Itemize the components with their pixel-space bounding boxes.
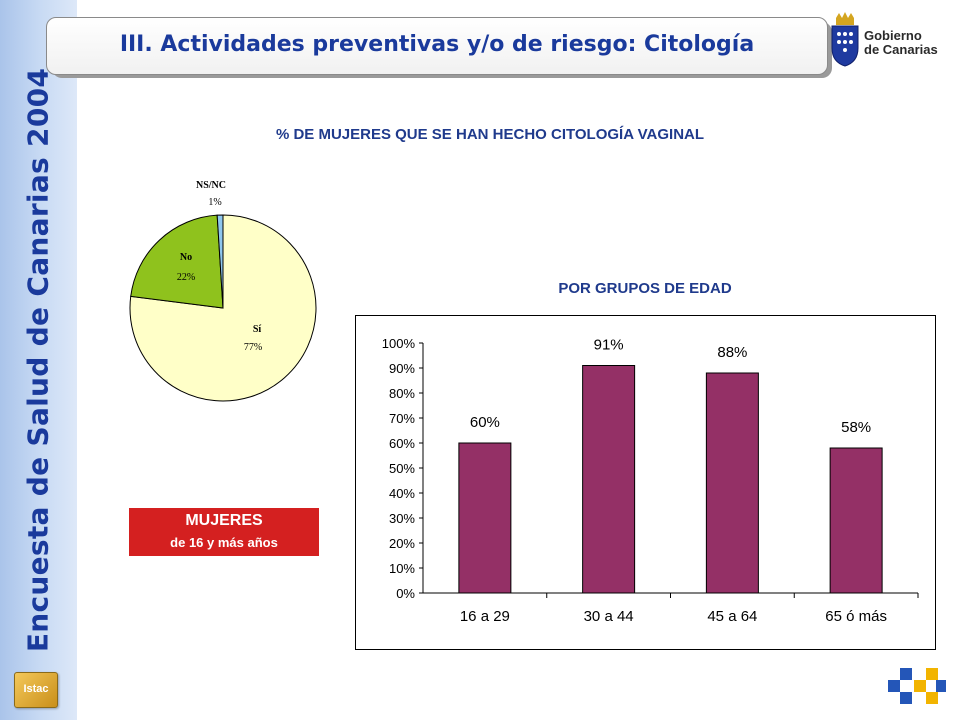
y-tick-label: 0% [396, 586, 415, 601]
x-tick-label: 16 a 29 [460, 608, 510, 625]
badge-title: MUJERES [185, 512, 263, 529]
y-tick-label: 60% [389, 436, 415, 451]
x-tick-label: 65 ó más [825, 608, 887, 625]
x-tick-label: 45 a 64 [707, 608, 757, 625]
logo-line1: Gobierno [864, 28, 922, 43]
bar-value-label: 60% [470, 414, 500, 431]
x-tick-label: 30 a 44 [584, 608, 634, 625]
y-tick-label: 80% [389, 386, 415, 401]
y-tick-label: 30% [389, 511, 415, 526]
y-tick-label: 20% [389, 536, 415, 551]
bar-value-label: 58% [841, 419, 871, 436]
pie-label-name: Sí [253, 324, 262, 335]
pie-label-value: 22% [177, 272, 195, 283]
bar-2 [705, 372, 759, 594]
bar-1 [582, 365, 636, 594]
y-tick-label: 70% [389, 411, 415, 426]
pie-label-value: 77% [244, 342, 262, 353]
pie-label-value: 1% [208, 197, 221, 208]
badge-subtitle: de 16 y más años [170, 535, 278, 550]
chart-main-title: % DE MUJERES QUE SE HAN HECHO CITOLOGÍA … [275, 126, 705, 143]
pie-label-name: No [180, 252, 192, 263]
gobierno-logo[interactable]: Gobierno de Canarias [828, 12, 952, 68]
health-service-logo-icon [888, 668, 946, 704]
chart-subtitle: POR GRUPOS DE EDAD [558, 280, 732, 297]
coat-of-arms-icon [831, 12, 859, 67]
target-badge: MUJERES de 16 y más años [129, 508, 319, 556]
y-tick-label: 50% [389, 461, 415, 476]
y-tick-label: 100% [382, 336, 416, 351]
page-title: III. Actividades preventivas y/o de ries… [119, 32, 755, 57]
title-box: III. Actividades preventivas y/o de ries… [46, 17, 828, 75]
y-tick-label: 90% [389, 361, 415, 376]
y-tick-label: 10% [389, 561, 415, 576]
pie-label-name: NS/NC [196, 180, 226, 191]
istac-label: Istac [23, 683, 49, 695]
side-title: Encuesta de Salud de Canarias 2004 [21, 67, 55, 653]
logo-line2: de Canarias [864, 42, 938, 57]
sidebar-band: Encuesta de Salud de Canarias 2004 Istac [0, 0, 77, 720]
bar-chart: 0% 10% 20% 30% 40% 50% 60% 70% 80% 90% 100% 60% 16 a… [355, 315, 936, 650]
bar-3 [829, 447, 883, 594]
bar-value-label: 88% [717, 344, 747, 361]
pie-slice-no [130, 214, 224, 309]
pie-chart: Sí 77% No 22% NS/NC 1% [129, 180, 317, 402]
bar-value-label: 91% [594, 337, 624, 354]
istac-logo[interactable]: Istac [14, 672, 58, 708]
y-tick-label: 40% [389, 486, 415, 501]
bar-0 [458, 442, 512, 594]
pie-slice-ns-nc [216, 214, 224, 309]
